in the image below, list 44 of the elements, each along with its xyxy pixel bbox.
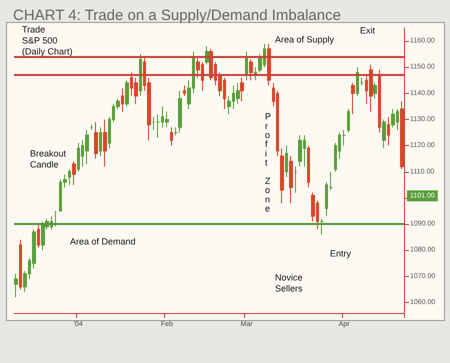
candlestick <box>373 82 377 100</box>
candlestick <box>178 90 182 134</box>
candlestick <box>139 54 142 96</box>
candlestick <box>152 116 155 130</box>
candlestick <box>125 80 129 107</box>
candlestick <box>307 145 310 188</box>
candlestick <box>294 166 297 194</box>
candlestick <box>280 148 284 204</box>
candlestick <box>298 134 302 168</box>
candlestick <box>351 82 355 115</box>
candlestick <box>72 160 76 186</box>
candlestick <box>249 58 253 81</box>
annotation: Novice Sellers <box>275 272 304 294</box>
candlestick <box>170 126 173 146</box>
candlestick <box>183 85 186 96</box>
candlestick <box>103 119 107 168</box>
candlestick <box>85 129 89 164</box>
annotation: Breakout Candle <box>30 148 67 170</box>
text: P r o f i t Z o n e <box>265 112 272 214</box>
candlestick <box>90 124 93 130</box>
candlestick <box>14 273 18 298</box>
candlestick <box>99 126 102 157</box>
text: Trade S&P 500 (Daily Chart) <box>22 24 73 56</box>
annotation: Entry <box>330 248 352 258</box>
candlestick <box>68 168 71 186</box>
candlestick <box>369 64 373 112</box>
candlestick <box>240 77 244 102</box>
annotation: Area of Supply <box>275 34 335 44</box>
candlestick <box>77 142 80 172</box>
annotation: Area of Demand <box>70 236 136 246</box>
candlestick <box>382 119 386 149</box>
candlestick <box>387 116 390 146</box>
candlestick <box>19 239 22 290</box>
candlestick <box>378 69 381 134</box>
annotation: Exit <box>360 26 376 36</box>
candlestick <box>400 100 404 170</box>
candlestick <box>285 145 288 178</box>
candlestick <box>347 108 350 134</box>
candlestick <box>94 122 98 160</box>
chart-title: CHART 4: Trade on a Supply/Demand Imbalance <box>13 7 341 24</box>
candlestick <box>121 88 124 112</box>
candlestick <box>289 156 293 204</box>
candlestick <box>37 224 40 248</box>
candlestick <box>391 108 395 128</box>
